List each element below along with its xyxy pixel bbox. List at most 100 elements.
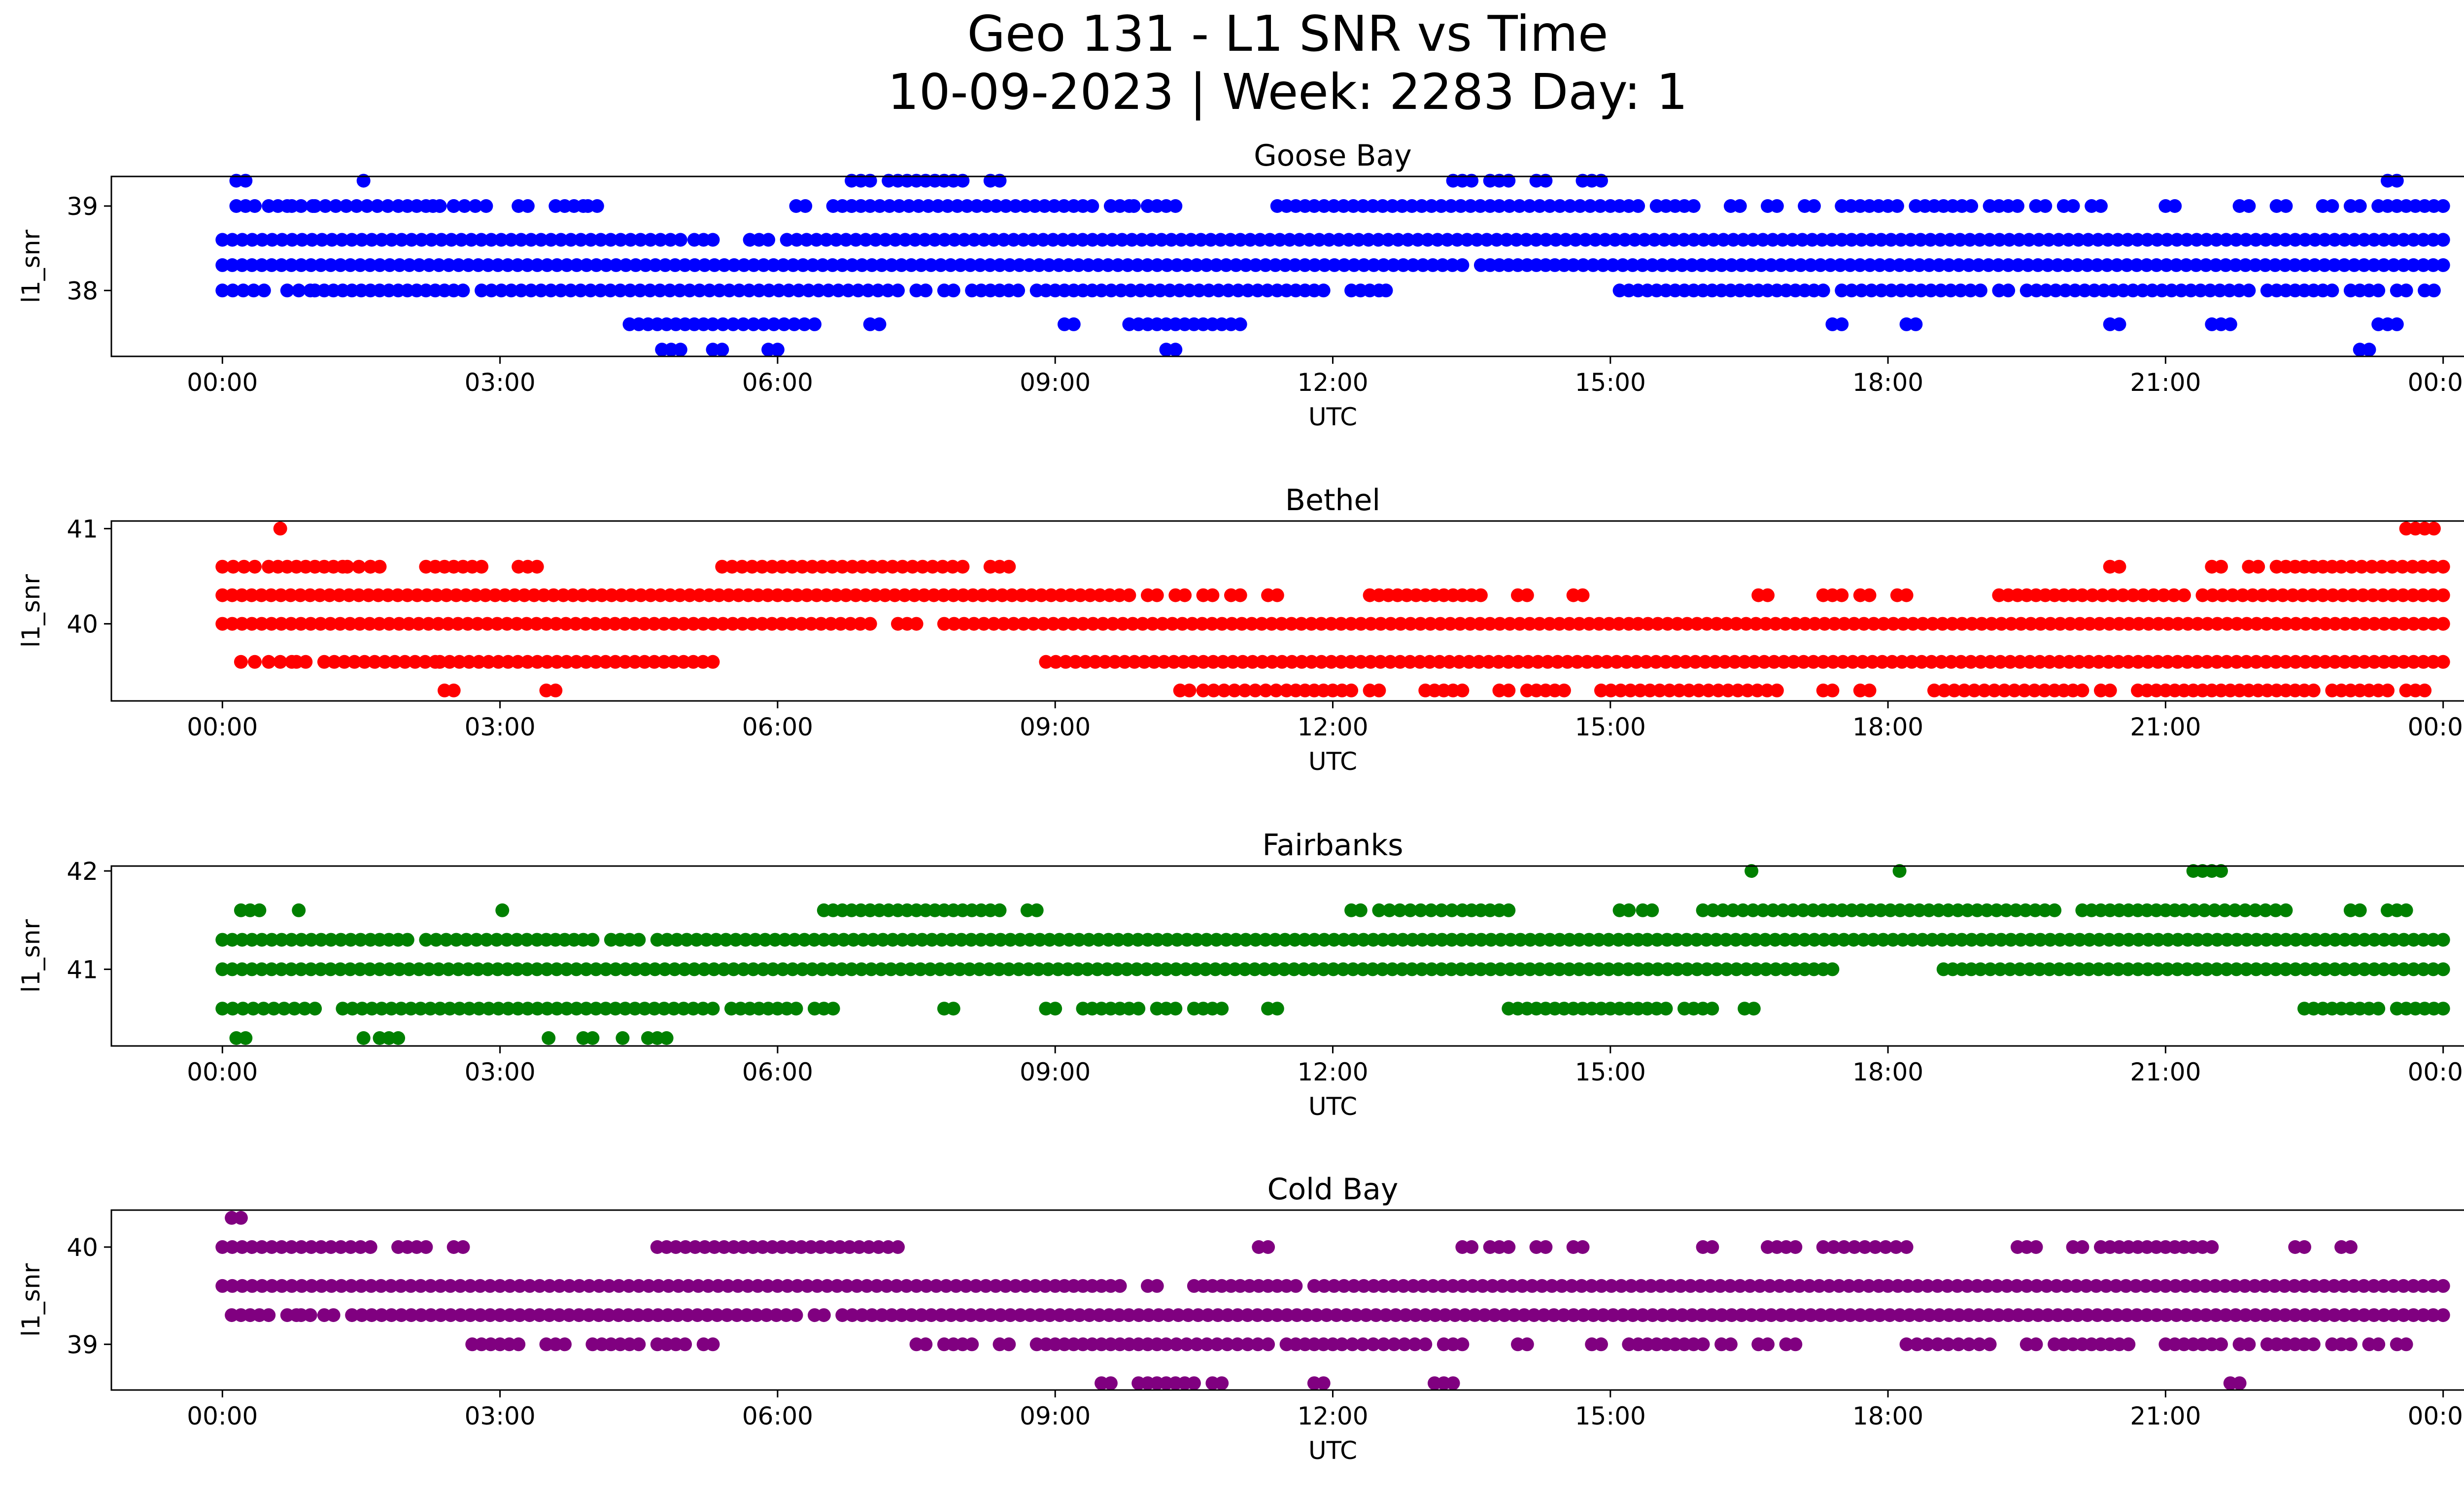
data-point xyxy=(2051,258,2065,272)
data-point xyxy=(1347,258,1361,272)
data-point xyxy=(1757,655,1771,669)
data-point xyxy=(686,655,700,669)
data-point xyxy=(1512,199,1527,213)
data-point xyxy=(1102,588,1117,602)
data-point xyxy=(963,258,977,272)
data-point xyxy=(2298,617,2313,631)
data-point xyxy=(1473,588,1488,602)
data-point xyxy=(2001,258,2016,272)
data-point xyxy=(1231,283,1245,298)
data-point xyxy=(1216,655,1230,669)
data-point xyxy=(849,233,863,247)
data-point xyxy=(1346,933,1361,947)
data-point xyxy=(1645,258,1660,272)
data-point xyxy=(1885,655,1899,669)
data-point xyxy=(236,1002,250,1016)
data-point xyxy=(1122,1308,1136,1322)
data-point xyxy=(2337,962,2352,976)
data-point xyxy=(2348,655,2361,669)
data-point xyxy=(275,1279,289,1293)
data-point xyxy=(1705,1240,1719,1254)
data-point xyxy=(2298,233,2312,247)
data-point xyxy=(2288,233,2302,247)
data-point xyxy=(1190,933,1204,947)
data-point xyxy=(293,588,308,602)
data-point xyxy=(2232,283,2246,298)
data-point xyxy=(1163,283,1177,298)
data-point xyxy=(812,283,826,298)
x-axis-label: UTC xyxy=(1308,403,1357,431)
data-point xyxy=(673,283,687,298)
data-point xyxy=(1804,258,1818,272)
data-point xyxy=(623,233,638,247)
data-point xyxy=(1721,683,1735,697)
data-point xyxy=(866,933,880,947)
data-point xyxy=(540,962,554,976)
data-point xyxy=(1483,617,1497,631)
data-point xyxy=(633,233,648,247)
data-point xyxy=(542,1031,556,1045)
data-point xyxy=(388,655,402,669)
data-point xyxy=(363,258,377,272)
data-point xyxy=(504,283,518,298)
data-point xyxy=(1189,962,1203,976)
data-point xyxy=(765,1240,780,1254)
data-point xyxy=(967,233,981,247)
data-point xyxy=(2416,962,2430,976)
data-point xyxy=(2377,933,2392,947)
data-point xyxy=(1258,962,1271,976)
data-point xyxy=(2210,655,2224,669)
data-point xyxy=(1983,1337,1997,1352)
data-point xyxy=(1670,617,1684,631)
x-tick-label: 15:00 xyxy=(1575,1402,1646,1430)
data-point xyxy=(365,1308,379,1322)
data-point xyxy=(1180,933,1194,947)
data-point xyxy=(984,933,998,947)
data-point xyxy=(2003,962,2017,976)
data-point xyxy=(1858,1240,1872,1254)
data-point xyxy=(1042,258,1056,272)
data-point xyxy=(1379,283,1393,298)
data-point xyxy=(1473,199,1487,213)
data-point xyxy=(456,283,470,298)
data-point xyxy=(746,962,760,976)
data-point xyxy=(1645,1308,1660,1322)
data-point xyxy=(1760,683,1774,697)
data-point xyxy=(2265,588,2280,602)
data-point xyxy=(2092,933,2106,947)
data-point xyxy=(1756,903,1770,917)
data-point xyxy=(245,617,259,631)
data-point xyxy=(2387,1308,2401,1322)
data-point xyxy=(394,1279,408,1293)
data-point xyxy=(1729,933,1743,947)
data-point xyxy=(1505,1279,1519,1293)
data-point xyxy=(2177,588,2191,602)
data-point xyxy=(2297,258,2312,272)
data-point xyxy=(1552,962,1567,976)
data-point xyxy=(692,283,707,298)
data-point xyxy=(1822,1279,1836,1293)
data-point xyxy=(1991,1308,2006,1322)
data-point xyxy=(1339,1308,1353,1322)
data-point xyxy=(375,233,389,247)
data-point xyxy=(2042,962,2056,976)
data-point xyxy=(1433,655,1447,669)
data-point xyxy=(1121,933,1135,947)
data-point xyxy=(1411,233,1425,247)
data-point xyxy=(402,617,416,631)
data-point xyxy=(2375,559,2389,574)
data-point xyxy=(1258,933,1272,947)
data-point xyxy=(785,559,799,574)
data-point xyxy=(769,1308,784,1322)
data-point xyxy=(1594,1279,1608,1293)
data-point xyxy=(762,283,776,298)
data-point xyxy=(696,617,711,631)
data-point xyxy=(2109,1279,2123,1293)
data-point xyxy=(589,962,603,976)
data-point xyxy=(2228,258,2243,272)
data-point xyxy=(501,655,515,669)
data-point xyxy=(274,258,289,272)
data-point xyxy=(395,233,409,247)
data-point xyxy=(1042,933,1057,947)
